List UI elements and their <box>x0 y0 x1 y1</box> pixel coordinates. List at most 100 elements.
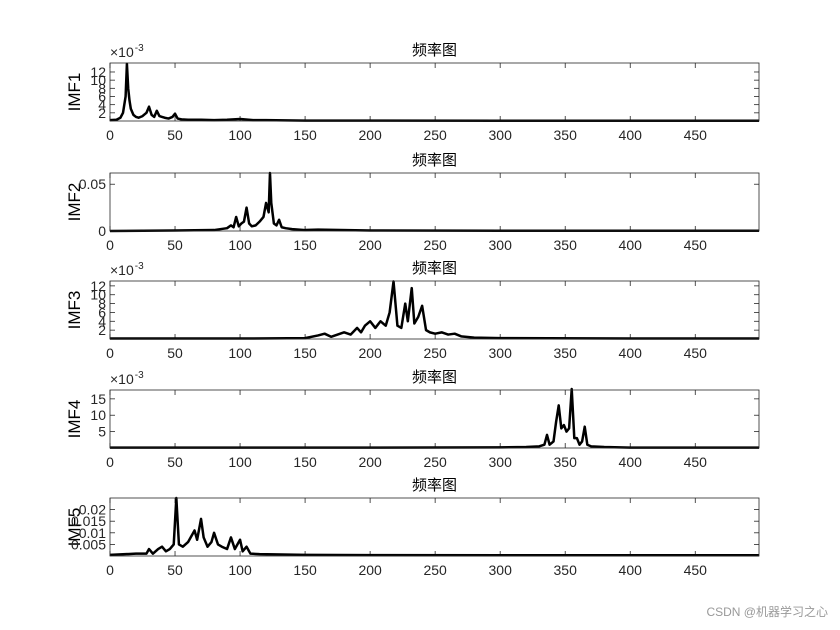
data-line <box>110 280 759 340</box>
x-tick-label: 300 <box>489 127 513 143</box>
x-tick-label: 400 <box>619 127 643 143</box>
axes-box <box>109 389 760 449</box>
x-tick-label: 300 <box>489 237 513 253</box>
x-tick-label: 0 <box>106 345 114 361</box>
x-tick-label: 350 <box>554 127 578 143</box>
y-tick-label: 0.05 <box>79 176 106 192</box>
y-axis-label: IMF3 <box>65 291 84 330</box>
x-tick-label: 350 <box>554 345 578 361</box>
y-exponent-base: ×10 <box>110 371 134 387</box>
x-tick-label: 150 <box>293 127 317 143</box>
y-tick-label: 0.015 <box>71 513 106 529</box>
x-tick-label: 100 <box>228 127 252 143</box>
data-line <box>109 496 759 557</box>
x-tick-label: 50 <box>167 345 183 361</box>
x-tick-label: 0 <box>106 127 114 143</box>
plot-area <box>110 498 759 556</box>
x-tick-label: 50 <box>167 454 183 470</box>
data-line <box>109 62 759 123</box>
y-tick-label: 0.02 <box>79 502 106 518</box>
y-exponent: -3 <box>135 370 144 381</box>
x-tick-label: 0 <box>106 237 114 253</box>
subplot-title: 频率图 <box>412 152 457 169</box>
plot-area <box>110 173 759 231</box>
subplot-title: 频率图 <box>412 260 457 277</box>
x-tick-label: 150 <box>293 562 317 578</box>
y-exponent: -3 <box>135 43 144 54</box>
x-tick-label: 200 <box>358 562 382 578</box>
y-tick-label: 12 <box>90 278 106 294</box>
y-exponent-base: ×10 <box>110 44 134 60</box>
x-tick-label: 0 <box>106 562 114 578</box>
y-tick-label: 2 <box>98 105 106 121</box>
x-tick-label: 200 <box>358 237 382 253</box>
axes-box <box>109 497 760 557</box>
x-tick-label: 100 <box>228 562 252 578</box>
x-tick-label: 250 <box>423 237 447 253</box>
x-tick-label: 100 <box>228 237 252 253</box>
y-axis-label: IMF1 <box>65 73 84 112</box>
y-tick-label: 0.01 <box>79 525 106 541</box>
x-tick-label: 200 <box>358 345 382 361</box>
y-tick-label: 0 <box>98 223 106 239</box>
axes-box <box>109 280 760 340</box>
x-tick-label: 250 <box>423 345 447 361</box>
x-tick-label: 250 <box>423 562 447 578</box>
y-tick-label: 0.005 <box>71 536 106 552</box>
x-tick-label: 300 <box>489 345 513 361</box>
x-tick-label: 0 <box>106 454 114 470</box>
y-tick-label: 10 <box>90 287 106 303</box>
x-tick-label: 450 <box>684 454 708 470</box>
y-axis-label: IMF2 <box>65 183 84 222</box>
y-tick-label: 6 <box>98 88 106 104</box>
y-tick-label: 6 <box>98 304 106 320</box>
x-tick-label: 350 <box>554 237 578 253</box>
plot-area <box>110 390 759 448</box>
watermark: CSDN @机器学习之心 <box>706 604 828 619</box>
y-tick-label: 8 <box>98 80 106 96</box>
x-tick-label: 450 <box>684 237 708 253</box>
axes-box <box>109 172 760 232</box>
x-tick-label: 350 <box>554 454 578 470</box>
y-tick-label: 12 <box>90 64 106 80</box>
y-tick-label: 8 <box>98 296 106 312</box>
y-axis-label: IMF5 <box>65 508 84 547</box>
x-tick-label: 300 <box>489 454 513 470</box>
y-tick-label: 2 <box>98 322 106 338</box>
subplot-title: 频率图 <box>412 42 457 59</box>
x-tick-label: 300 <box>489 562 513 578</box>
y-tick-label: 10 <box>90 72 106 88</box>
x-tick-label: 200 <box>358 127 382 143</box>
y-tick-label: 4 <box>98 313 106 329</box>
x-tick-label: 200 <box>358 454 382 470</box>
plot-area <box>110 63 759 121</box>
x-tick-label: 50 <box>167 562 183 578</box>
y-tick-label: 10 <box>90 407 106 423</box>
x-tick-label: 250 <box>423 127 447 143</box>
x-tick-label: 250 <box>423 454 447 470</box>
x-tick-label: 450 <box>684 127 708 143</box>
x-tick-label: 450 <box>684 345 708 361</box>
x-tick-label: 400 <box>619 454 643 470</box>
x-tick-label: 50 <box>167 127 183 143</box>
y-tick-label: 15 <box>90 391 106 407</box>
x-tick-label: 50 <box>167 237 183 253</box>
y-tick-label: 5 <box>98 424 106 440</box>
axes-box <box>109 62 760 122</box>
x-tick-label: 450 <box>684 562 708 578</box>
x-tick-label: 400 <box>619 345 643 361</box>
data-line <box>110 387 759 449</box>
plot-area <box>110 281 759 339</box>
x-tick-label: 400 <box>619 237 643 253</box>
x-tick-label: 350 <box>554 562 578 578</box>
x-tick-label: 150 <box>293 345 317 361</box>
subplot-title: 频率图 <box>412 477 457 494</box>
x-tick-label: 100 <box>228 345 252 361</box>
subplot-title: 频率图 <box>412 369 457 386</box>
x-tick-label: 150 <box>293 237 317 253</box>
y-tick-label: 4 <box>98 97 106 113</box>
y-exponent-base: ×10 <box>110 262 134 278</box>
y-axis-label: IMF4 <box>65 400 84 439</box>
y-exponent: -3 <box>135 261 144 272</box>
